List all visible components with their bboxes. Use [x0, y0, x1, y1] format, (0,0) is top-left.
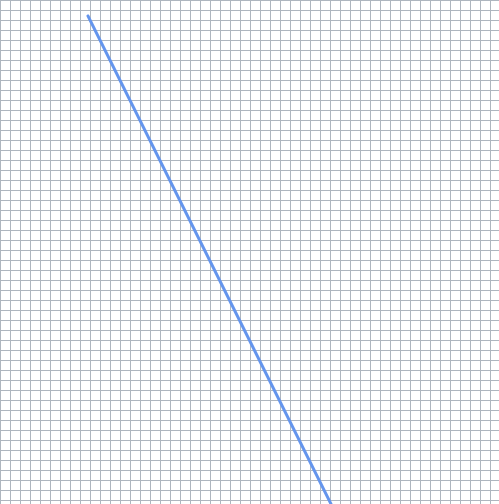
drawn-line: [86, 14, 333, 504]
